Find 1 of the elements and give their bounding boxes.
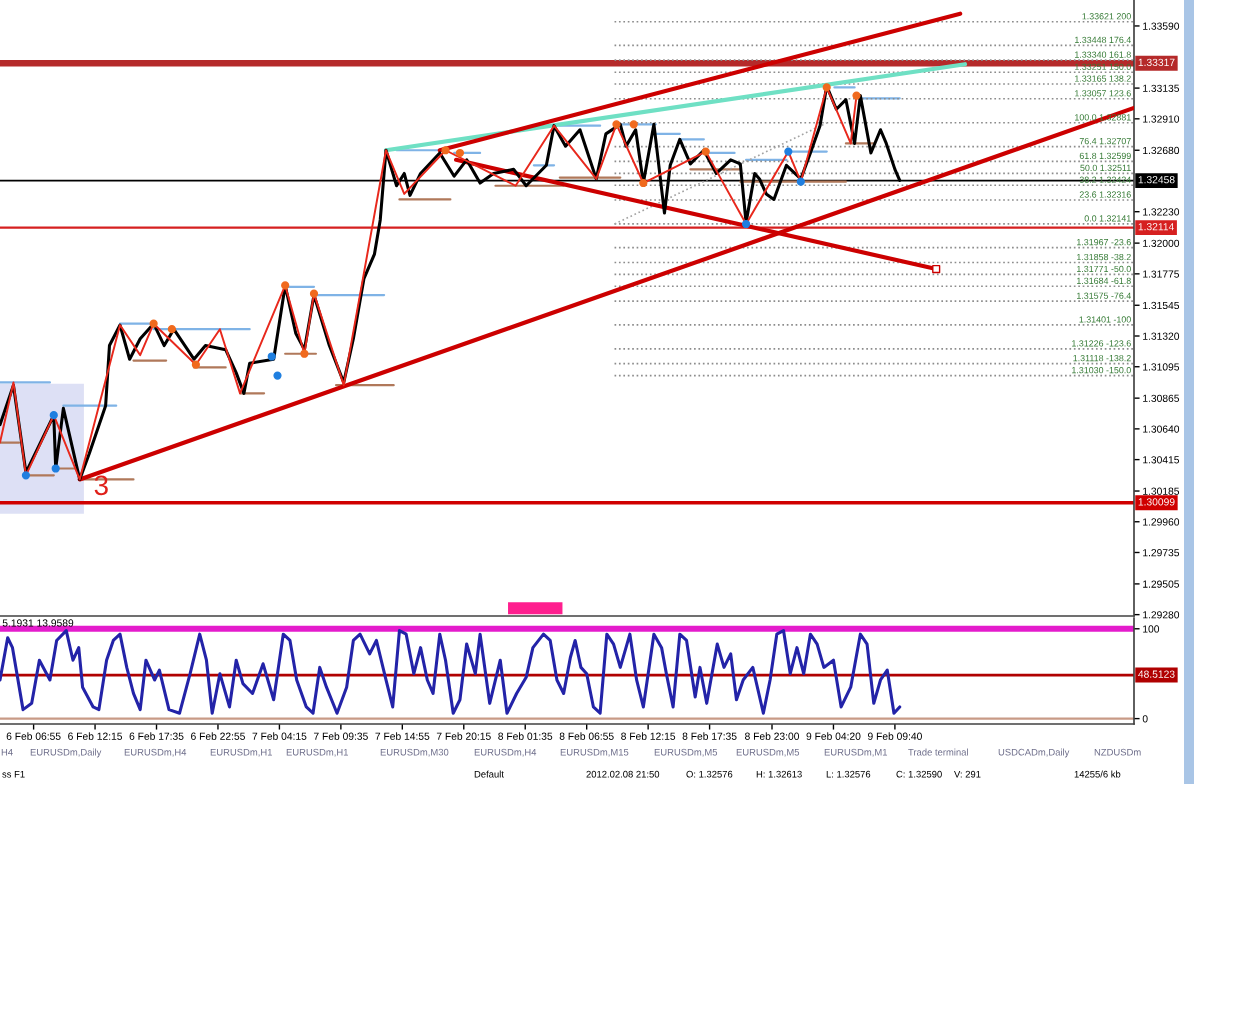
- annotation: 3: [94, 475, 108, 496]
